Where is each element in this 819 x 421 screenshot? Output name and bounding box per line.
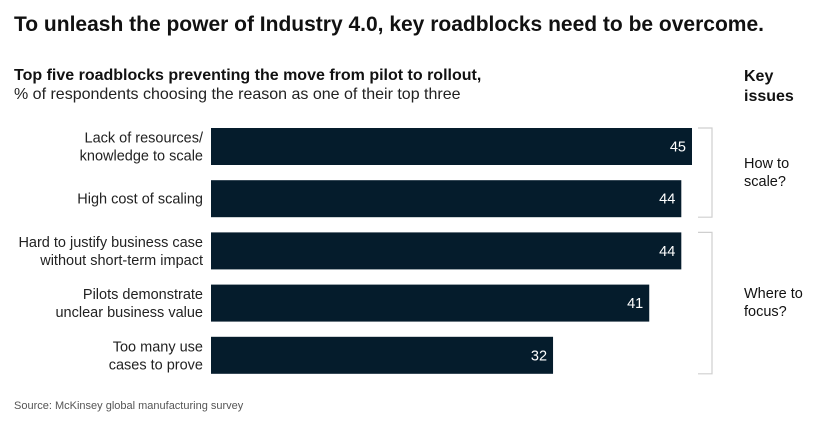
value-label-0: 45 — [670, 140, 686, 156]
chart-headline: To unleash the power of Industry 4.0, ke… — [14, 13, 764, 36]
category-label-0-1: knowledge to scale — [80, 149, 203, 165]
group-bracket-0 — [698, 127, 713, 218]
bar-2 — [211, 232, 682, 270]
category-label-2-1: without short-term impact — [39, 253, 203, 269]
bar-3 — [211, 284, 650, 322]
category-label-3-1: unclear business value — [55, 305, 203, 321]
group-bracket-1 — [698, 231, 713, 375]
bar-0 — [211, 128, 692, 165]
key-issues-header: Key issues — [744, 68, 794, 105]
source-note: Source: McKinsey global manufacturing su… — [14, 400, 244, 412]
value-label-2: 44 — [659, 244, 675, 260]
category-label-0-0: Lack of resources/ — [85, 131, 204, 147]
category-label-4-1: cases to prove — [109, 357, 203, 373]
chart-subtitle: Top five roadblocks preventing the move … — [14, 67, 482, 84]
category-label-3-0: Pilots demonstrate — [83, 287, 203, 303]
chart-subtitle-units: % of respondents choosing the reason as … — [14, 86, 461, 103]
value-label-3: 41 — [627, 296, 643, 312]
bar-4 — [211, 336, 554, 374]
category-label-1-0: High cost of scaling — [77, 192, 203, 208]
bar-1 — [211, 180, 682, 218]
value-label-4: 32 — [531, 348, 547, 364]
category-label-2-0: Hard to justify business case — [18, 235, 203, 251]
value-label-1: 44 — [659, 192, 675, 208]
issue-label-how-to-scale: How to scale? — [744, 155, 790, 190]
issue-label-where-to-focus: Where to focus? — [744, 286, 803, 321]
category-label-4-0: Too many use — [113, 339, 203, 355]
